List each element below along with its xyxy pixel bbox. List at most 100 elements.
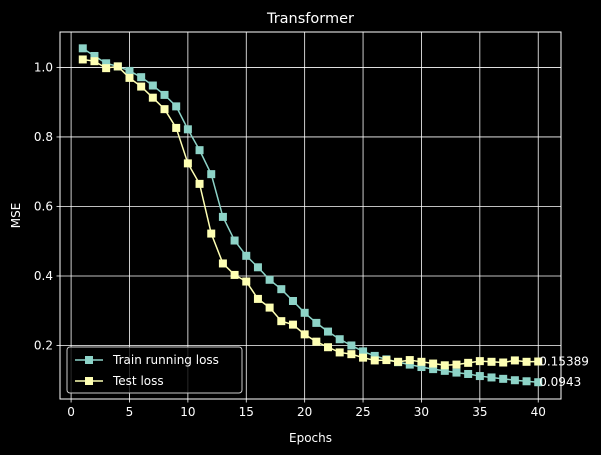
data-point xyxy=(324,327,333,336)
y-tick-label: 0.8 xyxy=(34,130,53,144)
data-point xyxy=(394,357,403,366)
data-point xyxy=(160,90,169,99)
end-value-label: 0.15389 xyxy=(539,355,589,369)
data-point xyxy=(300,330,309,339)
y-tick-label: 0.6 xyxy=(34,199,53,213)
legend-item: Train running loss xyxy=(75,353,219,367)
data-point xyxy=(277,317,286,326)
data-point xyxy=(78,44,87,53)
legend-label: Train running loss xyxy=(112,353,219,367)
data-point xyxy=(429,359,438,368)
y-tick-label: 0.4 xyxy=(34,269,53,283)
x-tick-label: 30 xyxy=(414,405,429,419)
legend-label: Test loss xyxy=(112,374,164,388)
data-point xyxy=(534,357,543,366)
x-tick-label: 40 xyxy=(531,405,546,419)
data-point xyxy=(405,356,414,365)
data-point xyxy=(218,212,227,221)
data-point xyxy=(172,102,181,111)
data-point xyxy=(277,285,286,294)
ticks: 0 5 10 15 20 25 30 35 40 0.2 0.4 0.6 0.8 1.0 xyxy=(34,60,546,419)
data-point xyxy=(125,73,134,82)
data-point xyxy=(452,360,461,369)
data-point xyxy=(335,348,344,357)
x-tick-label: 20 xyxy=(297,405,312,419)
data-point xyxy=(487,373,496,382)
x-tick-label: 5 xyxy=(126,405,134,419)
data-point xyxy=(417,363,426,372)
data-point xyxy=(347,350,356,359)
legend-item: Test loss xyxy=(75,374,164,388)
end-labels: 0.15389 0.0943 xyxy=(539,355,589,390)
data-point xyxy=(487,357,496,366)
data-point xyxy=(312,337,321,346)
data-point xyxy=(160,105,169,114)
data-point xyxy=(522,377,531,386)
data-point xyxy=(183,159,192,168)
plot-frame xyxy=(59,31,562,400)
data-point xyxy=(230,236,239,245)
data-point xyxy=(230,270,239,279)
x-tick-label: 25 xyxy=(355,405,370,419)
data-point xyxy=(218,259,227,268)
y-axis-label: MSE xyxy=(9,203,23,229)
data-point xyxy=(137,73,146,82)
end-value-label: 0.0943 xyxy=(539,375,581,389)
data-point xyxy=(195,146,204,155)
data-point xyxy=(125,66,134,75)
data-point xyxy=(172,123,181,132)
x-tick-label: 35 xyxy=(472,405,487,419)
x-tick-label: 0 xyxy=(67,405,75,419)
series-line xyxy=(82,47,539,383)
data-point xyxy=(464,358,473,367)
x-axis-label: Epochs xyxy=(289,431,332,445)
legend: Train running loss Test loss xyxy=(66,346,243,394)
data-point xyxy=(359,353,368,362)
data-point xyxy=(405,360,414,369)
data-point xyxy=(475,357,484,366)
series-line xyxy=(82,58,539,367)
x-tick-label: 10 xyxy=(180,405,195,419)
data-point xyxy=(253,263,262,272)
legend-box xyxy=(66,346,243,394)
data-point xyxy=(102,64,111,73)
data-point xyxy=(183,125,192,134)
data-point xyxy=(510,356,519,365)
series-train-running-loss xyxy=(78,44,543,387)
data-point xyxy=(335,335,344,344)
data-point xyxy=(148,93,157,102)
data-point xyxy=(78,55,87,64)
data-point xyxy=(265,303,274,312)
legend-swatch-marker xyxy=(85,377,93,385)
data-point xyxy=(195,179,204,188)
data-point xyxy=(359,347,368,356)
data-point xyxy=(90,51,99,60)
y-tick-label: 1.0 xyxy=(34,60,53,74)
data-point xyxy=(207,229,216,238)
data-point xyxy=(475,372,484,381)
series-layer xyxy=(78,44,543,387)
data-point xyxy=(113,62,122,71)
data-point xyxy=(324,343,333,352)
data-point xyxy=(207,170,216,179)
data-point xyxy=(137,82,146,91)
data-point xyxy=(382,356,391,365)
data-point xyxy=(242,251,251,260)
data-point xyxy=(499,358,508,367)
data-point xyxy=(440,361,449,370)
data-point xyxy=(90,57,99,66)
data-point xyxy=(347,341,356,350)
data-point xyxy=(288,320,297,329)
data-point xyxy=(148,81,157,90)
data-point xyxy=(370,356,379,365)
data-point xyxy=(417,357,426,366)
data-point xyxy=(429,365,438,374)
data-point xyxy=(288,296,297,305)
data-point xyxy=(440,366,449,375)
grid xyxy=(60,32,561,399)
legend-swatch-marker xyxy=(85,356,93,364)
data-point xyxy=(242,277,251,286)
data-point xyxy=(510,376,519,385)
data-point xyxy=(522,357,531,366)
